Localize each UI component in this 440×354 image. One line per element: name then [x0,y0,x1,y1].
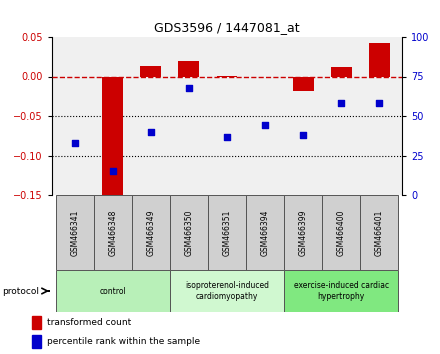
Bar [140,66,161,76]
Point [224,134,231,139]
Bar [369,42,390,76]
Text: isoproterenol-induced
cardiomyopathy: isoproterenol-induced cardiomyopathy [185,281,269,301]
Bar [208,195,246,270]
Point [300,132,307,138]
Bar [94,195,132,270]
Point [110,169,117,174]
Text: GSM466400: GSM466400 [337,209,346,256]
Bar [170,195,208,270]
Bar [32,316,41,329]
Point [71,140,78,146]
Point [337,101,345,106]
Bar [255,76,275,77]
Text: GSM466349: GSM466349 [147,209,155,256]
Text: GSM466350: GSM466350 [184,209,194,256]
Text: protocol: protocol [2,286,39,296]
Text: GSM466348: GSM466348 [108,209,117,256]
Bar [132,195,170,270]
Text: GSM466341: GSM466341 [70,209,79,256]
Bar [246,195,284,270]
Point [147,129,154,135]
Bar [56,270,170,312]
Text: GSM466351: GSM466351 [223,209,231,256]
Point [261,122,268,128]
Bar [322,195,360,270]
Text: control: control [99,286,126,296]
Text: GSM466399: GSM466399 [299,209,308,256]
Bar [170,270,284,312]
Text: GSM466394: GSM466394 [260,209,270,256]
Bar [284,195,322,270]
Bar [32,335,41,348]
Bar [360,195,398,270]
Point [185,85,192,90]
Bar [103,76,123,199]
Bar [331,67,352,76]
Text: GSM466401: GSM466401 [375,209,384,256]
Bar [293,76,314,91]
Text: transformed count: transformed count [47,318,131,327]
Bar [56,195,94,270]
Bar [284,270,398,312]
Text: percentile rank within the sample: percentile rank within the sample [47,337,200,346]
Title: GDS3596 / 1447081_at: GDS3596 / 1447081_at [154,22,300,34]
Text: exercise-induced cardiac
hypertrophy: exercise-induced cardiac hypertrophy [293,281,389,301]
Point [376,101,383,106]
Bar [179,61,199,76]
